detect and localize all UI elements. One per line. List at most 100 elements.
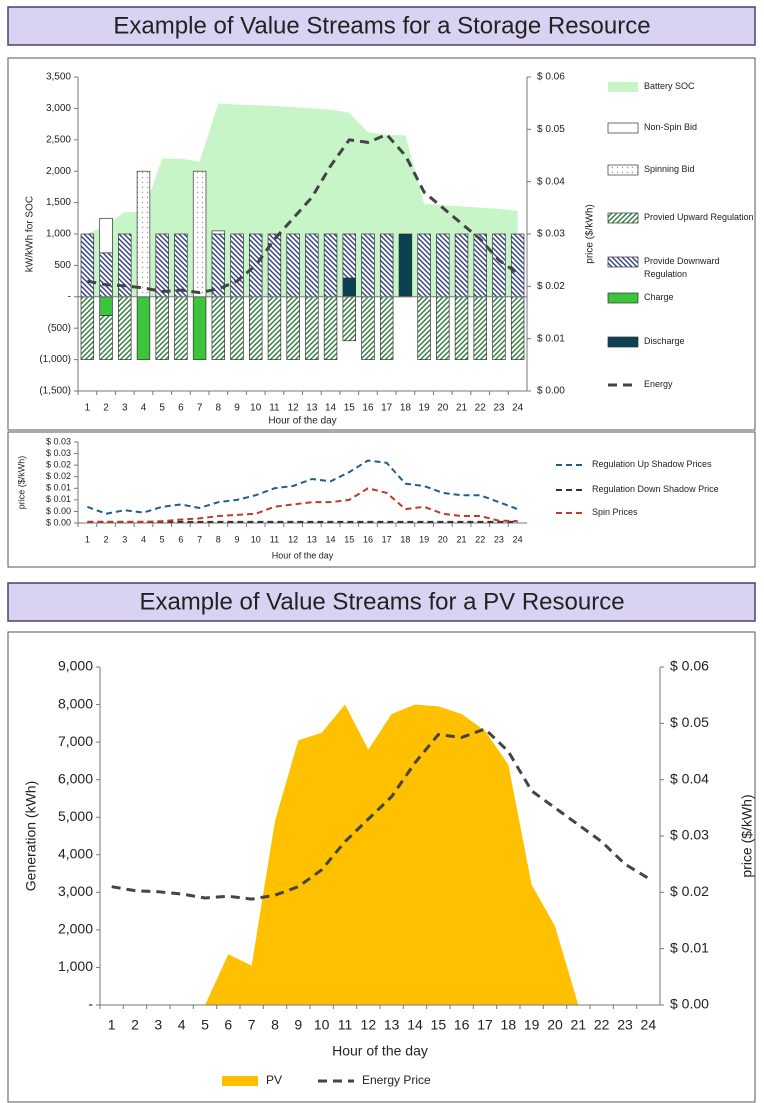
bar: [174, 296, 188, 360]
y-tick-label: (500): [48, 323, 71, 334]
x-tick-label: 18: [501, 1017, 517, 1033]
bar: [192, 296, 207, 360]
x-tick-label: 23: [617, 1017, 633, 1033]
header-title: Example of Value Streams for a Storage R…: [113, 12, 650, 39]
bar: [136, 170, 151, 298]
chart-panel: [7, 431, 756, 568]
bar: [211, 230, 226, 235]
y-tick-label: (1,000): [39, 354, 71, 365]
x-tick-label: 6: [224, 1017, 232, 1033]
line: [87, 487, 518, 523]
legend-swatch: [607, 292, 639, 304]
x-tick-label: 3: [122, 534, 127, 544]
bar: [211, 296, 226, 360]
bar: [492, 233, 506, 298]
legend-label: Charge: [644, 292, 674, 302]
line: [111, 727, 650, 901]
x-tick-label: 13: [306, 403, 318, 414]
x-tick-label: 15: [431, 1017, 447, 1033]
bar: [398, 233, 413, 298]
y-tick-label: 1,000: [46, 229, 71, 240]
x-tick-label: 4: [141, 403, 147, 414]
x-tick-label: 14: [326, 534, 336, 544]
y2-tick-label: $ 0.01: [537, 333, 565, 344]
bar: [454, 233, 469, 298]
x-tick-label: 13: [307, 534, 317, 544]
bar: [305, 233, 319, 298]
legend-label: Discharge: [644, 336, 685, 346]
y2-tick-label: $ 0.00: [670, 996, 709, 1012]
y-tick-label: 6,000: [58, 770, 93, 786]
x-tick-label: 24: [513, 534, 523, 544]
bar: [118, 296, 132, 360]
bar: [342, 233, 356, 279]
bar: [510, 296, 525, 360]
header-banner: [7, 582, 756, 622]
x-tick-label: 2: [104, 534, 109, 544]
legend-label: Provied Upward Regulation: [644, 212, 754, 222]
bar: [379, 233, 394, 298]
legend-swatch: [607, 336, 639, 348]
x-tick-label: 23: [494, 534, 504, 544]
x-tick-label: 14: [407, 1017, 423, 1033]
x-tick-label: 10: [251, 534, 261, 544]
y-tick-label: $ 0.02: [46, 471, 71, 481]
y-tick-label: 3,000: [46, 103, 71, 114]
area: [111, 704, 649, 1005]
bar: [118, 233, 132, 298]
legend-item: Battery SOC: [644, 81, 695, 91]
y2-tick-label: $ 0.06: [670, 658, 709, 674]
x-tick-label: 10: [314, 1017, 330, 1033]
bar: [286, 296, 300, 360]
bar: [267, 296, 282, 360]
bar: [417, 233, 431, 298]
bar: [99, 217, 113, 254]
x-tick-label: 6: [178, 403, 184, 414]
x-tick-label: 2: [131, 1017, 139, 1033]
x-tick-label: 10: [250, 403, 262, 414]
x-tick-label: 7: [197, 534, 202, 544]
x-tick-label: 9: [235, 534, 240, 544]
y-tick-label: $ 0.03: [46, 436, 71, 446]
y-tick-label: $ 0.03: [46, 448, 71, 458]
y-tick-label: 1,500: [46, 197, 71, 208]
y-tick-label: $ 0.01: [46, 494, 71, 504]
bar: [99, 252, 113, 298]
x-tick-label: 19: [524, 1017, 540, 1033]
bar: [249, 296, 263, 360]
y-tick-label: $ 0.00: [46, 517, 71, 527]
x-tick-label: 16: [362, 403, 374, 414]
x-tick-label: 16: [454, 1017, 470, 1033]
y-tick-label: 2,500: [46, 134, 71, 145]
x-tick-label: 5: [201, 1017, 209, 1033]
legend-label: Battery SOC: [644, 81, 695, 91]
x-tick-label: 7: [248, 1017, 256, 1033]
x-tick-label: 15: [344, 403, 356, 414]
x-tick-label: 21: [571, 1017, 587, 1033]
legend-swatch: [222, 1076, 258, 1086]
y-tick-label: $ 0.02: [46, 460, 71, 470]
y-tick-label: 2,000: [58, 921, 93, 937]
x-axis-title: Hour of the day: [272, 550, 334, 560]
x-tick-label: 8: [216, 534, 221, 544]
y2-axis-title: price ($/kWh): [585, 204, 596, 263]
legend-label: Spinning Bid: [644, 164, 695, 174]
bar: [361, 233, 375, 298]
x-tick-label: 4: [141, 534, 146, 544]
y2-tick-label: $ 0.04: [537, 176, 565, 187]
x-axis-title: Hour of the day: [332, 1043, 428, 1059]
y2-axis-title: price ($/kWh): [739, 794, 755, 877]
x-tick-label: 21: [457, 534, 467, 544]
legend-item: Discharge: [644, 336, 685, 346]
y2-tick-label: $ 0.03: [670, 827, 709, 843]
bar: [436, 296, 450, 360]
x-tick-label: 19: [419, 534, 429, 544]
y2-tick-label: $ 0.05: [670, 714, 709, 730]
legend-item: Regulation Down Shadow Price: [592, 484, 719, 494]
x-tick-label: 1: [85, 534, 90, 544]
x-tick-label: 5: [160, 534, 165, 544]
x-tick-label: 12: [361, 1017, 377, 1033]
legend-label: Provide Downward Regulation: [644, 256, 720, 279]
y-tick-label: 8,000: [58, 695, 93, 711]
y-tick-label: -: [88, 996, 93, 1012]
